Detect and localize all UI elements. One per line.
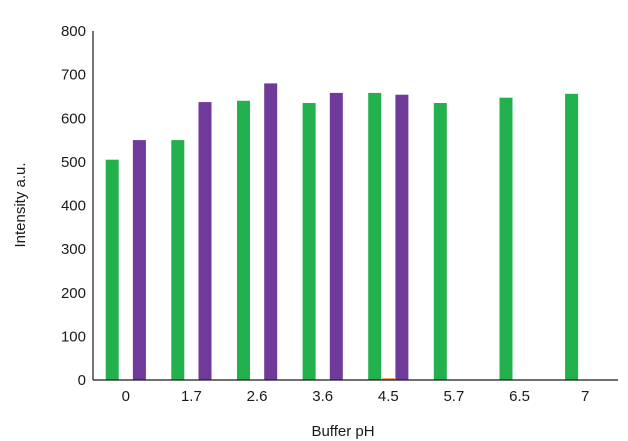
y-tick-label: 700 (61, 67, 86, 84)
bar-series-0-4.5 (368, 93, 381, 380)
bar-series-2-1.7 (199, 102, 212, 380)
bar-series-2-4.5 (395, 95, 408, 380)
x-tick-label: 1.7 (181, 388, 202, 405)
x-axis-ticks: 0 1.7 2.6 3.6 4.5 5.7 6.5 7 (122, 388, 590, 405)
x-tick-label: 5.7 (443, 388, 464, 405)
bar-series-2-3.6 (330, 93, 343, 380)
y-tick-label: 0 (78, 372, 86, 389)
x-axis-label: Buffer pH (311, 423, 374, 440)
y-tick-label: 200 (61, 285, 86, 302)
bar-series-2-0 (133, 140, 146, 380)
y-tick-label: 400 (61, 198, 86, 215)
x-tick-label: 7 (581, 388, 589, 405)
bar-series-0-0 (106, 160, 119, 380)
x-tick-label: 0 (122, 388, 130, 405)
y-tick-label: 500 (61, 154, 86, 171)
bar-series-0-6.5 (500, 98, 513, 380)
bar-series-0-7 (565, 94, 578, 380)
x-tick-label: 6.5 (509, 388, 530, 405)
y-tick-label: 800 (61, 23, 86, 40)
y-tick-label: 600 (61, 110, 86, 127)
y-tick-label: 300 (61, 241, 86, 258)
bar-series-0-3.6 (303, 103, 316, 380)
bar-series-0-5.7 (434, 103, 447, 380)
bar-series-2-2.6 (264, 83, 277, 380)
bar-series-0-1.7 (171, 140, 184, 380)
bar-series-0-2.6 (237, 101, 250, 380)
x-tick-label: 3.6 (312, 388, 333, 405)
y-axis-label: Intensity a.u. (12, 162, 29, 247)
y-axis-ticks: 0 100 200 300 400 500 600 700 800 (61, 23, 86, 389)
y-tick-label: 100 (61, 328, 86, 345)
x-tick-label: 4.5 (378, 388, 399, 405)
x-tick-label: 2.6 (247, 388, 268, 405)
bars-group (106, 83, 578, 380)
